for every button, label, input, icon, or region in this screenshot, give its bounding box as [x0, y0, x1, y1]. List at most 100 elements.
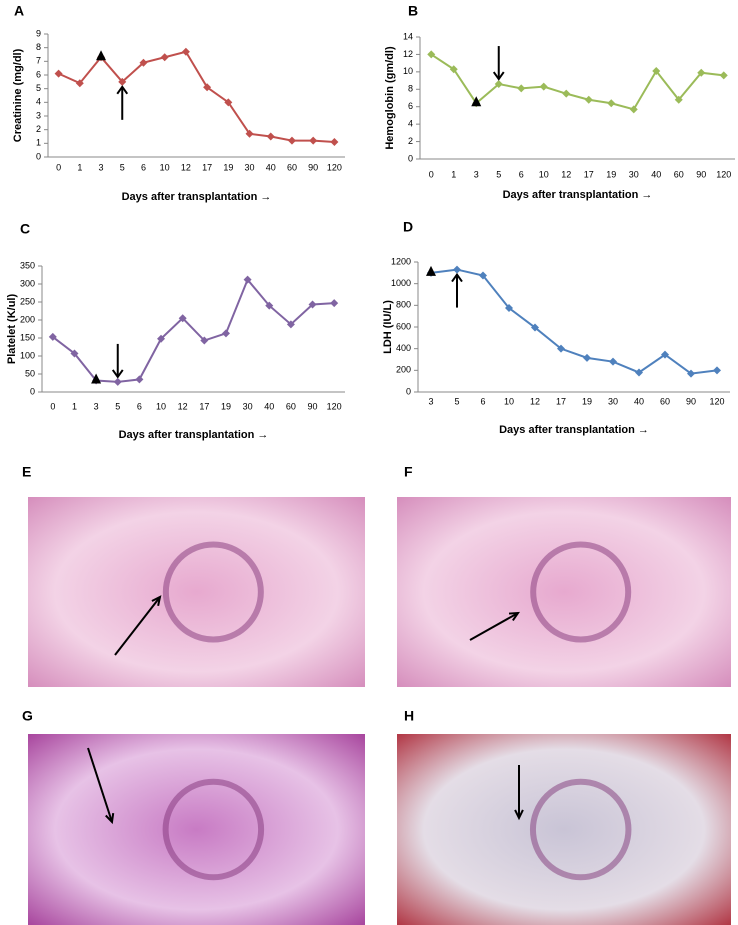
x-tick-label: 60 — [286, 401, 296, 411]
data-point — [479, 271, 487, 280]
y-tick-label: 1000 — [391, 278, 411, 288]
y-tick-label: 150 — [20, 332, 35, 342]
annotation-arrowhead — [451, 272, 463, 283]
y-tick-label: 600 — [396, 321, 411, 331]
panel-label: D — [403, 219, 413, 235]
annotation-arrowhead — [151, 595, 162, 607]
x-tick-label: 3 — [94, 401, 99, 411]
x-tick-label: 90 — [696, 169, 706, 179]
y-tick-label: 1200 — [391, 256, 411, 266]
x-axis-title: Days after transplantation → — [119, 429, 269, 441]
data-point — [697, 68, 706, 77]
x-tick-label: 40 — [264, 401, 274, 411]
data-point — [635, 368, 643, 377]
y-tick-label: 7 — [36, 56, 41, 66]
data-point — [135, 375, 144, 384]
x-tick-label: 19 — [606, 169, 616, 179]
data-point — [449, 65, 458, 74]
x-tick-label: 40 — [651, 169, 661, 179]
x-tick-label: 40 — [634, 396, 644, 406]
micrograph-structure — [530, 541, 632, 643]
data-point — [181, 47, 190, 56]
x-tick-label: 30 — [608, 396, 618, 406]
y-tick-label: 4 — [408, 119, 413, 129]
x-tick-label: 17 — [199, 401, 209, 411]
data-point — [265, 301, 274, 310]
x-tick-label: 10 — [504, 396, 514, 406]
x-tick-label: 12 — [530, 396, 540, 406]
data-point — [531, 323, 539, 332]
annotation-arrowhead — [105, 812, 115, 825]
data-point — [287, 136, 296, 145]
y-tick-label: 400 — [396, 343, 411, 353]
x-tick-label: 6 — [519, 169, 524, 179]
x-tick-label: 60 — [674, 169, 684, 179]
x-tick-label: 5 — [115, 401, 120, 411]
y-tick-label: 14 — [403, 31, 413, 41]
data-line — [52, 277, 335, 383]
y-tick-label: 100 — [20, 350, 35, 360]
y-tick-label: 300 — [20, 278, 35, 288]
x-tick-label: 17 — [584, 169, 594, 179]
panel-label: F — [404, 464, 413, 480]
data-point — [494, 80, 503, 89]
x-tick-label: 0 — [56, 162, 61, 172]
x-tick-label: 90 — [308, 162, 318, 172]
y-tick-label: 6 — [408, 101, 413, 111]
data-point — [221, 329, 230, 338]
x-tick-label: 6 — [141, 162, 146, 172]
x-tick-label: 3 — [474, 169, 479, 179]
data-point — [583, 353, 591, 362]
x-tick-label: 5 — [120, 162, 125, 172]
data-point — [517, 84, 526, 93]
y-tick-label: 50 — [25, 368, 35, 378]
panel-label: C — [20, 221, 30, 237]
data-point — [200, 336, 209, 345]
annotation-triangle — [91, 373, 102, 384]
annotation-arrow — [87, 747, 113, 823]
annotation-arrowhead — [492, 71, 505, 81]
y-tick-label: 6 — [36, 69, 41, 79]
y-tick-label: 3 — [36, 110, 41, 120]
y-axis-title: Creatinine (mg/dl) — [12, 48, 24, 142]
data-point — [113, 377, 122, 386]
y-tick-label: 12 — [403, 49, 413, 59]
data-point — [48, 332, 57, 341]
x-tick-label: 1 — [72, 401, 77, 411]
x-tick-label: 40 — [266, 162, 276, 172]
data-point — [330, 137, 339, 146]
x-tick-label: 3 — [428, 396, 433, 406]
data-point — [629, 105, 638, 114]
data-point — [245, 129, 254, 138]
x-tick-label: 30 — [245, 162, 255, 172]
data-point — [160, 53, 169, 62]
x-tick-label: 12 — [561, 169, 571, 179]
micrograph-structure — [162, 541, 264, 643]
y-axis-title: Platelet (K/ul) — [6, 294, 18, 365]
micrograph — [397, 734, 731, 925]
data-point — [687, 369, 695, 378]
annotation-arrowhead — [116, 85, 129, 95]
micrograph-structure — [529, 778, 632, 881]
data-point — [557, 344, 565, 353]
annotation-triangle — [471, 96, 482, 107]
y-tick-label: 8 — [36, 42, 41, 52]
data-point — [286, 320, 295, 329]
x-tick-label: 120 — [709, 396, 724, 406]
x-tick-label: 30 — [243, 401, 253, 411]
x-tick-label: 12 — [181, 162, 191, 172]
y-tick-label: 2 — [408, 136, 413, 146]
micrograph — [28, 734, 365, 925]
y-tick-label: 1 — [36, 138, 41, 148]
x-tick-label: 60 — [287, 162, 297, 172]
x-tick-label: 6 — [480, 396, 485, 406]
x-tick-label: 12 — [178, 401, 188, 411]
y-tick-label: 4 — [36, 97, 41, 107]
x-tick-label: 60 — [660, 396, 670, 406]
annotation-arrowhead — [508, 611, 521, 621]
y-tick-label: 8 — [408, 84, 413, 94]
y-tick-label: 0 — [406, 386, 411, 396]
x-tick-label: 1 — [77, 162, 82, 172]
x-tick-label: 0 — [429, 169, 434, 179]
x-tick-label: 19 — [221, 401, 231, 411]
